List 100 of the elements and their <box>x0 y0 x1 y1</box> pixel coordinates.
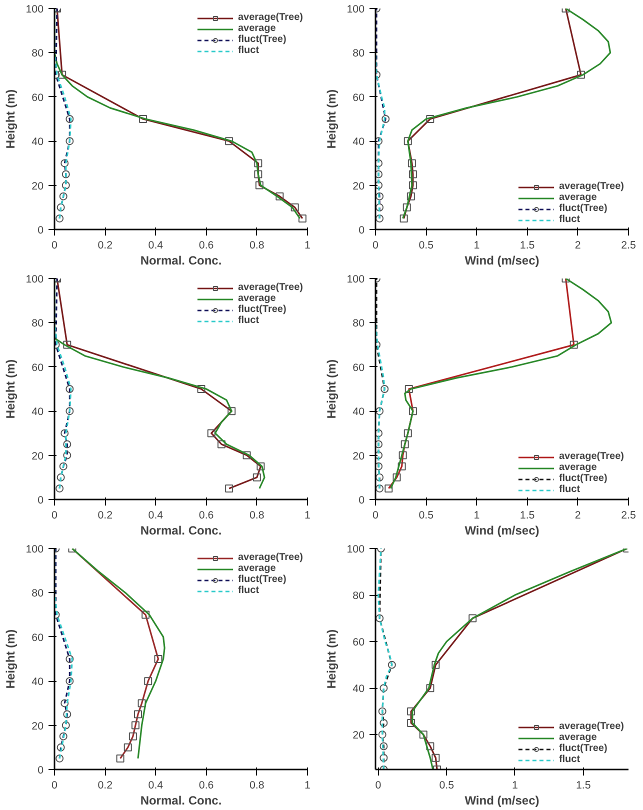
x-tick-label: 0.4 <box>148 240 164 252</box>
legend-label: fluct(Tree) <box>238 34 286 45</box>
x-tick-label: 0.4 <box>148 510 164 522</box>
y-tick-label: 0 <box>38 494 44 506</box>
y-tick-label: 100 <box>26 4 44 16</box>
y-axis-title: Height (m) <box>324 629 339 689</box>
x-axis-title: Wind (m/sec) <box>464 794 540 808</box>
x-tick-label: 0 <box>52 510 58 522</box>
x-tick-label: 1 <box>474 240 480 252</box>
y-tick-label: 60 <box>32 92 44 104</box>
y-tick-label: 80 <box>32 48 44 60</box>
x-tick-label: 0 <box>375 780 382 792</box>
legend-label: fluct <box>558 214 580 225</box>
legend-label: average(Tree) <box>558 181 624 192</box>
x-tick-label: 0.4 <box>148 780 164 792</box>
y-tick-label: 20 <box>32 720 44 732</box>
x-axis-title: Wind (m/sec) <box>464 254 540 268</box>
x-tick-label: 0.6 <box>198 240 214 252</box>
y-tick-label: 80 <box>32 588 44 600</box>
y-tick-label: 100 <box>346 4 365 16</box>
y-tick-label: 80 <box>352 590 365 602</box>
y-tick-label: 60 <box>352 636 365 649</box>
x-tick-label: 2.5 <box>621 510 636 522</box>
x-tick-label: 0 <box>52 240 58 252</box>
x-axis-title: Wind (m/sec) <box>464 524 540 538</box>
legend-label: fluct <box>558 484 580 495</box>
y-tick-label: 20 <box>352 450 365 462</box>
x-tick-label: 1 <box>304 510 311 522</box>
x-tick-label: 0.5 <box>418 510 434 522</box>
y-axis-title: Height (m) <box>324 89 339 149</box>
x-tick-label: 0.5 <box>439 780 454 792</box>
x-axis-title: Normal. Conc. <box>140 254 222 268</box>
legend-label: fluct(Tree) <box>238 574 286 585</box>
legend-label: average <box>558 462 597 473</box>
x-tick-label: 0.2 <box>98 240 113 252</box>
y-tick-label: 40 <box>352 683 365 696</box>
legend-label: fluct <box>238 45 260 56</box>
x-tick-label: 0 <box>372 510 379 522</box>
y-tick-label: 60 <box>32 362 44 374</box>
y-tick-label: 80 <box>352 48 365 60</box>
legend-label: average <box>558 192 597 203</box>
x-tick-label: 0 <box>372 240 379 252</box>
y-tick-label: 40 <box>32 406 44 418</box>
y-tick-label: 20 <box>32 180 44 192</box>
x-tick-label: 1.5 <box>576 780 591 792</box>
y-tick-label: 40 <box>32 136 44 148</box>
x-tick-label: 2 <box>574 510 581 522</box>
y-tick-label: 80 <box>32 318 44 330</box>
y-tick-label: 60 <box>352 362 365 374</box>
legend-label: fluct <box>558 754 580 765</box>
y-tick-label: 60 <box>352 92 365 104</box>
y-axis-title: Height (m) <box>324 359 339 419</box>
legend-label: fluct(Tree) <box>558 743 608 754</box>
x-tick-label: 0.8 <box>249 240 264 252</box>
legend-label: average(Tree) <box>558 451 624 462</box>
y-tick-label: 100 <box>346 544 365 556</box>
y-tick-label: 40 <box>352 406 365 418</box>
legend-label: fluct(Tree) <box>238 304 286 315</box>
y-tick-label: 60 <box>32 632 44 644</box>
x-tick-label: 0.2 <box>98 510 113 522</box>
x-tick-label: 1.5 <box>520 510 535 522</box>
y-tick-label: 80 <box>352 318 365 330</box>
legend-label: fluct <box>238 585 260 596</box>
y-tick-label: 100 <box>26 544 44 556</box>
y-axis-title: Height (m) <box>4 629 18 689</box>
x-tick-label: 0.6 <box>198 780 214 792</box>
legend-label: fluct(Tree) <box>558 473 608 484</box>
legend-label: average <box>558 732 597 743</box>
x-tick-label: 2 <box>574 240 581 252</box>
y-tick-label: 20 <box>32 450 44 462</box>
y-tick-label: 0 <box>358 494 365 506</box>
legend-label: fluct(Tree) <box>558 203 608 214</box>
y-tick-label: 0 <box>38 224 44 236</box>
legend-label: average(Tree) <box>238 552 303 563</box>
x-tick-label: 0.8 <box>249 510 264 522</box>
legend-label: average(Tree) <box>238 12 303 23</box>
x-tick-label: 1 <box>304 780 311 792</box>
y-tick-label: 20 <box>352 180 365 192</box>
y-tick-label: 0 <box>358 224 365 236</box>
y-axis-title: Height (m) <box>4 89 18 149</box>
y-axis-title: Height (m) <box>4 359 18 419</box>
legend-label: average(Tree) <box>558 721 624 732</box>
y-tick-label: 100 <box>26 274 44 286</box>
y-tick-label: 20 <box>352 730 365 742</box>
y-tick-label: 40 <box>32 676 44 688</box>
x-tick-label: 1 <box>474 510 480 522</box>
x-tick-label: 1.5 <box>520 240 535 252</box>
legend-label: average(Tree) <box>238 282 303 293</box>
x-tick-label: 0.6 <box>198 510 214 522</box>
legend-label: average <box>238 23 276 34</box>
x-tick-label: 1 <box>304 240 311 252</box>
legend-label: average <box>238 293 276 304</box>
x-tick-label: 0 <box>52 780 58 792</box>
x-tick-label: 2.5 <box>621 240 636 252</box>
x-tick-label: 0.5 <box>418 240 434 252</box>
x-tick-label: 1 <box>512 780 518 792</box>
x-tick-label: 0.8 <box>249 780 264 792</box>
y-tick-label: 0 <box>38 764 44 776</box>
legend-label: average <box>238 563 276 574</box>
x-axis-title: Normal. Conc. <box>140 794 222 808</box>
